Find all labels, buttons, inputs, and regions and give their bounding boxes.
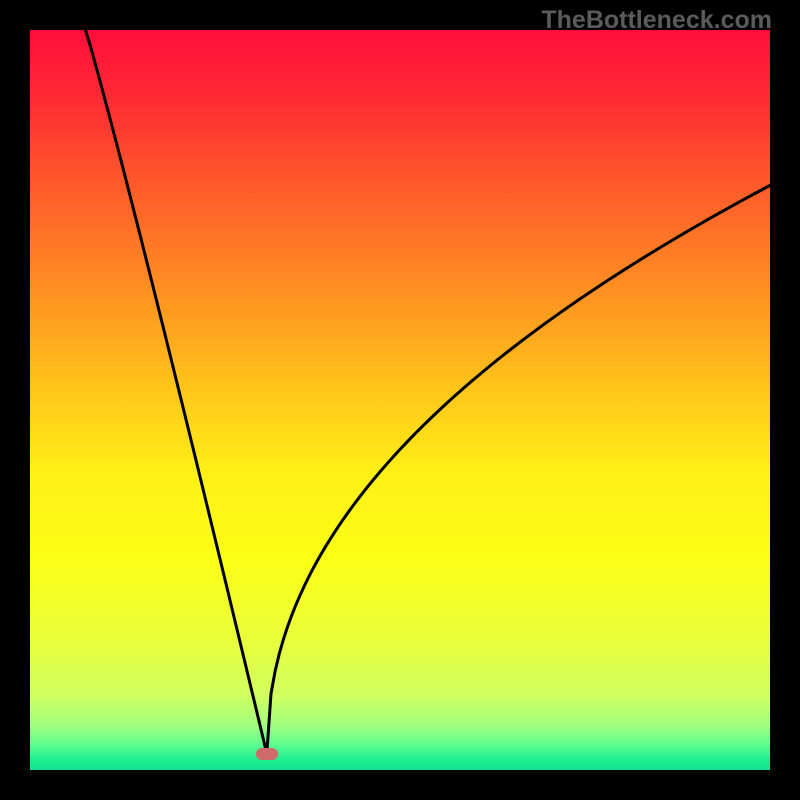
minimum-marker: [256, 748, 278, 760]
plot-area: [30, 30, 770, 770]
gradient-background: [30, 30, 770, 770]
